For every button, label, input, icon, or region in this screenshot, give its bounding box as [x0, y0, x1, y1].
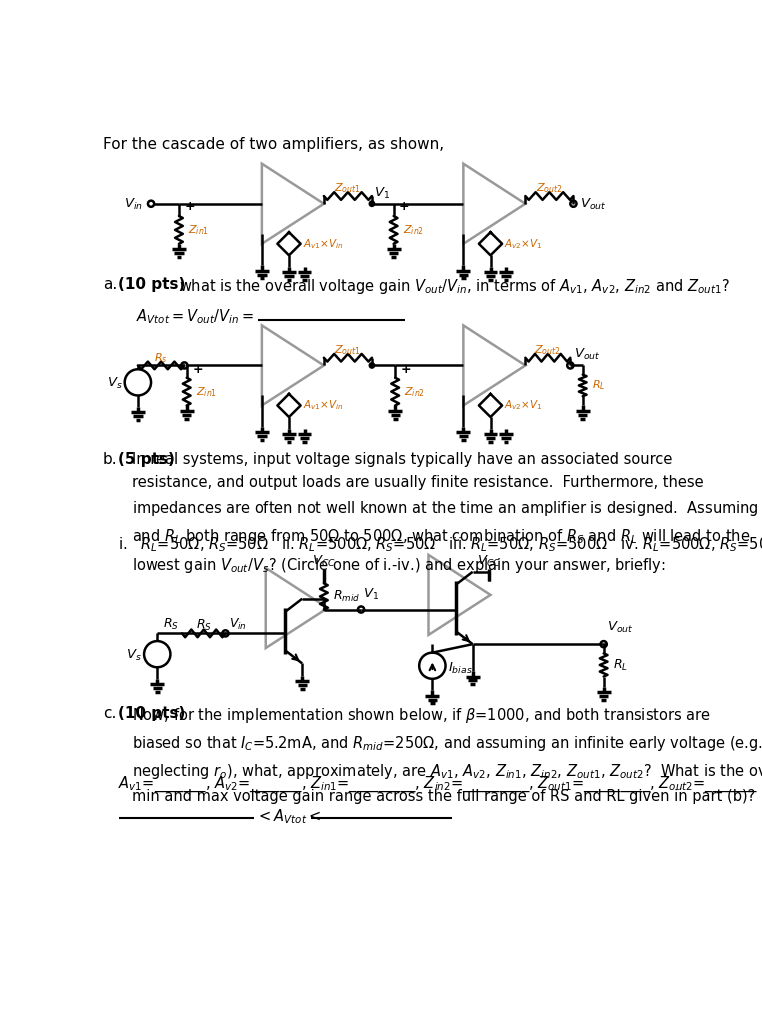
Text: $A_{Vtot}$$=V_{out}/V_{in}=$: $A_{Vtot}$$=V_{out}/V_{in}=$ [136, 307, 254, 327]
Text: $R_L$: $R_L$ [613, 657, 628, 673]
Text: $<A_{Vtot}<$: $<A_{Vtot}<$ [257, 807, 322, 826]
Text: $V_s$: $V_s$ [126, 648, 142, 664]
Text: what is the overall voltage gain $V_{out}/V_{in}$, in terms of $A_{v1}$, $A_{v2}: what is the overall voltage gain $V_{out… [179, 276, 730, 296]
Text: $Z_{in1}$: $Z_{in1}$ [188, 223, 210, 237]
Text: $A_{v1}{\times}V_{in}$: $A_{v1}{\times}V_{in}$ [303, 237, 344, 251]
Text: +: + [184, 201, 195, 213]
Text: c.: c. [103, 706, 117, 721]
Text: $R_L$: $R_L$ [592, 379, 606, 392]
Text: (10 pts): (10 pts) [119, 276, 186, 292]
Text: $A_{v1}{\times}V_{in}$: $A_{v1}{\times}V_{in}$ [303, 398, 344, 413]
Text: (10 pts): (10 pts) [119, 706, 186, 721]
Text: +: + [399, 201, 410, 213]
Text: i.   $R_L$=50$\Omega$, $R_S$=50$\Omega$   ii. $R_L$=500$\Omega$, $R_S$=50$\Omega: i. $R_L$=50$\Omega$, $R_S$=50$\Omega$ ii… [119, 535, 762, 554]
Text: $V_{CC}$: $V_{CC}$ [312, 554, 336, 569]
Text: $V_{out}$: $V_{out}$ [575, 347, 600, 362]
Text: $R_S$: $R_S$ [163, 617, 179, 633]
Text: $R_{mid}$: $R_{mid}$ [333, 589, 360, 604]
Text: $Z_{out2}$: $Z_{out2}$ [534, 343, 562, 357]
Text: $V_1$: $V_1$ [374, 185, 390, 201]
Text: $R_S$: $R_S$ [196, 618, 212, 633]
Circle shape [370, 201, 375, 207]
Text: $V_s$: $V_s$ [107, 376, 123, 391]
Text: $Z_{in1}$: $Z_{in1}$ [196, 385, 217, 398]
Circle shape [370, 362, 375, 368]
Text: $A_{v2}{\times}V_1$: $A_{v2}{\times}V_1$ [504, 237, 543, 251]
Text: $Z_{in2}$: $Z_{in2}$ [405, 385, 426, 398]
Text: In real systems, input voltage signals typically have an associated source
resis: In real systems, input voltage signals t… [133, 453, 762, 574]
Text: (5 pts): (5 pts) [119, 453, 175, 467]
Text: $V_{CC}$: $V_{CC}$ [477, 554, 501, 569]
Text: $V_{out}$: $V_{out}$ [607, 620, 633, 635]
Text: $Z_{in2}$: $Z_{in2}$ [403, 223, 424, 237]
Text: $Z_{out1}$: $Z_{out1}$ [335, 343, 361, 357]
Text: $A_{v1}$=_______, $A_{v2}$=_______, $Z_{in1}$=_________, $Z_{in2}$=_________, $Z: $A_{v1}$=_______, $A_{v2}$=_______, $Z_{… [119, 775, 759, 795]
Text: $Z_{out1}$: $Z_{out1}$ [335, 181, 361, 196]
Text: +: + [192, 362, 203, 376]
Text: $A_{v2}{\times}V_1$: $A_{v2}{\times}V_1$ [504, 398, 543, 413]
Text: $V_{in}$: $V_{in}$ [124, 197, 143, 212]
Text: a.: a. [103, 276, 117, 292]
Text: $V_{in}$: $V_{in}$ [229, 617, 247, 633]
Text: $V_{out}$: $V_{out}$ [580, 197, 606, 212]
Text: For the cascade of two amplifiers, as shown,: For the cascade of two amplifiers, as sh… [103, 137, 444, 152]
Text: $R_s$: $R_s$ [155, 351, 168, 365]
Text: b.: b. [103, 453, 117, 467]
Text: Now, for the implementation shown below, if $\beta$=1000, and both transistors a: Now, for the implementation shown below,… [133, 706, 762, 804]
Text: +: + [401, 362, 411, 376]
Text: $V_1$: $V_1$ [363, 587, 379, 602]
Text: $I_{bias}$: $I_{bias}$ [448, 662, 472, 677]
Text: $Z_{out2}$: $Z_{out2}$ [536, 181, 563, 196]
